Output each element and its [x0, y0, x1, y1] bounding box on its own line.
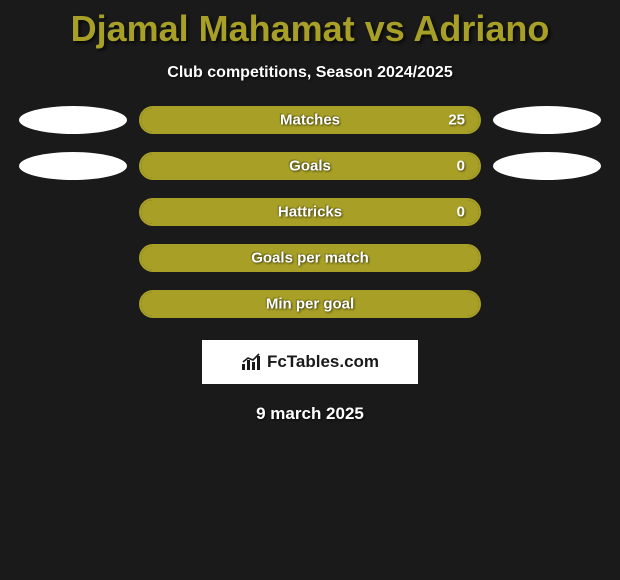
stat-label: Hattricks — [278, 204, 342, 221]
stat-bar: Matches 25 — [139, 106, 481, 134]
stat-value: 25 — [448, 112, 465, 129]
stat-value: 0 — [457, 204, 465, 221]
stat-bar: Min per goal — [139, 290, 481, 318]
left-ellipse — [17, 288, 129, 320]
stat-value: 0 — [457, 158, 465, 175]
comparison-title: Djamal Mahamat vs Adriano — [0, 0, 620, 50]
brand-box: FcTables.com — [202, 340, 418, 384]
stat-label: Goals — [289, 158, 331, 175]
stat-label: Matches — [280, 112, 340, 129]
stat-label: Min per goal — [266, 296, 354, 313]
left-ellipse — [17, 150, 129, 182]
stat-bar: Goals per match — [139, 244, 481, 272]
right-ellipse — [491, 196, 603, 228]
right-ellipse — [491, 288, 603, 320]
stat-row: Min per goal — [0, 290, 620, 318]
stat-row: Goals per match — [0, 244, 620, 272]
left-ellipse — [17, 104, 129, 136]
stat-bar: Hattricks 0 — [139, 198, 481, 226]
date-label: 9 march 2025 — [0, 404, 620, 424]
left-ellipse — [17, 242, 129, 274]
stat-row: Matches 25 — [0, 106, 620, 134]
stat-bar: Goals 0 — [139, 152, 481, 180]
comparison-subtitle: Club competitions, Season 2024/2025 — [0, 64, 620, 82]
brand-text: FcTables.com — [267, 352, 379, 372]
right-ellipse — [491, 150, 603, 182]
chart-icon — [241, 353, 263, 371]
stat-label: Goals per match — [251, 250, 369, 267]
right-ellipse — [491, 104, 603, 136]
stats-container: Matches 25 Goals 0 Hattricks 0 Goals per match… — [0, 106, 620, 318]
stat-row: Hattricks 0 — [0, 198, 620, 226]
right-ellipse — [491, 242, 603, 274]
stat-row: Goals 0 — [0, 152, 620, 180]
left-ellipse — [17, 196, 129, 228]
